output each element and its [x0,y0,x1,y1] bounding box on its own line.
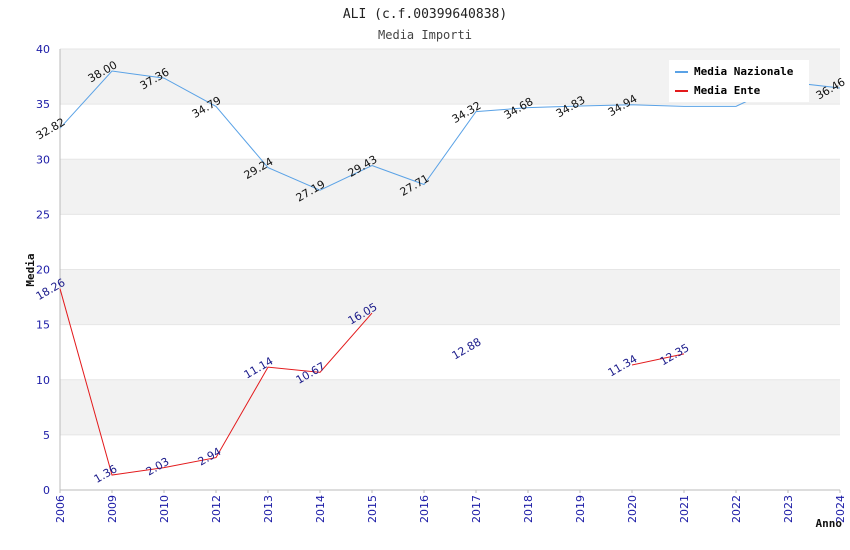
x-tick-label: 2013 [262,495,275,523]
y-tick-label: 30 [36,153,50,166]
x-tick-label: 2012 [210,495,223,523]
legend: Media Nazionale Media Ente [669,60,809,102]
chart-title: ALI (c.f.00399640838) [343,7,507,22]
y-tick-label: 25 [36,208,50,221]
legend-box [669,60,809,102]
y-tick-label: 5 [43,429,50,442]
x-tick-label: 2024 [834,495,847,523]
grid-bands [60,48,840,491]
series-line-media-ente [631,353,685,366]
x-tick-label: 2009 [106,495,119,523]
y-tick-label: 20 [36,264,50,277]
legend-label-media-ente: Media Ente [694,84,761,97]
x-tick-label: 2022 [730,495,743,523]
x-tick-label: 2023 [782,495,795,523]
y-tick-label: 15 [36,319,50,332]
x-tick-label: 2010 [158,495,171,523]
grid-band [60,434,840,490]
series-line-media-nazionale [59,70,841,191]
series-line-media-ente [59,288,373,476]
y-tick-label: 10 [36,374,50,387]
axes [59,49,840,491]
x-tick-label: 2015 [366,495,379,523]
x-tick-label: 2021 [678,495,691,523]
y-axis-label: Media [24,253,37,286]
grid-band [60,379,840,435]
x-tick-label: 2016 [418,495,431,523]
y-ticks: 0 5 10 15 20 25 30 35 40 [36,43,50,497]
grid-band [60,159,840,215]
x-ticks: 2006 2009 2010 2012 2013 2014 2015 2016 2017 2018… [54,490,847,523]
y-tick-label: 40 [36,43,50,56]
x-tick-label: 2014 [314,495,327,523]
grid-band [60,324,840,380]
series-lines [59,70,841,476]
grid-band [60,214,840,270]
x-axis-label: Anno [816,517,843,530]
y-tick-label: 0 [43,484,50,497]
y-tick-label: 35 [36,98,50,111]
legend-label-media-nazionale: Media Nazionale [694,65,794,78]
x-tick-label: 2019 [574,495,587,523]
x-tick-label: 2018 [522,495,535,523]
chart-subtitle: Media Importi [378,28,472,42]
x-tick-label: 2020 [626,495,639,523]
x-tick-label: 2017 [470,495,483,523]
grid-band [60,269,840,325]
x-tick-label: 2006 [54,495,67,523]
grid-band [60,104,840,160]
